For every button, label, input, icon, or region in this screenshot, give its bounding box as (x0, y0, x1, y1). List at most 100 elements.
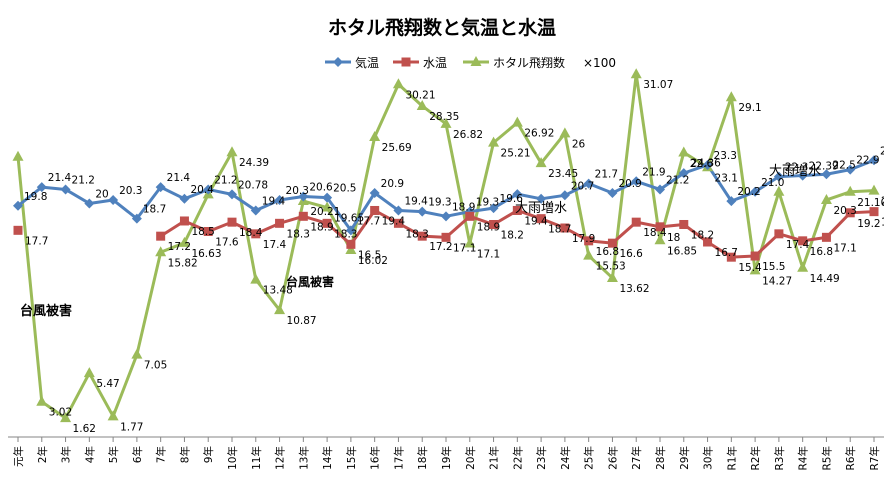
chart-title: ホタル飛翔数と気温と水温 (328, 16, 556, 39)
series-markers (12, 68, 880, 423)
series-marker (702, 159, 713, 170)
annotation-typhoon-1: 台風被害 (20, 303, 72, 319)
x-tick-label: R7年 (868, 446, 881, 470)
data-label: 21.2 (666, 174, 689, 186)
series-marker (392, 78, 404, 89)
data-label: 26.92 (524, 128, 554, 140)
x-tick-label: 7年 (155, 446, 168, 463)
series-marker (298, 191, 309, 202)
series-marker (36, 395, 48, 406)
series-marker (275, 218, 285, 228)
annotation-typhoon-2: 台風被害 (286, 274, 334, 289)
series-marker (820, 193, 832, 204)
series-marker (584, 236, 594, 246)
data-label: 18.5 (191, 226, 214, 238)
data-label: 16.7 (715, 247, 738, 259)
data-label: 21.4 (167, 172, 191, 184)
x-tick-label: 28年 (654, 446, 667, 470)
series-marker (131, 213, 142, 224)
data-label: 17.1 (453, 242, 476, 254)
x-tick-label: R4年 (797, 446, 810, 470)
data-label: 20.9 (618, 178, 641, 190)
x-tick-label: 3年 (60, 446, 73, 463)
series-marker (512, 205, 522, 215)
data-label: 25.21 (501, 148, 531, 160)
data-label: 16.02 (358, 255, 388, 267)
series-marker (417, 231, 427, 241)
series-marker (84, 198, 95, 209)
x-tick-label: 27年 (630, 446, 643, 470)
data-label: 20.21 (310, 206, 340, 218)
data-label: 18.9 (310, 221, 333, 233)
series-marker (345, 225, 356, 236)
data-label: 19.8 (24, 191, 47, 203)
series-marker (631, 176, 642, 187)
data-label: 18.4 (239, 227, 263, 239)
data-label: 19.3 (881, 217, 884, 229)
data-label: 17.7 (25, 235, 48, 247)
x-tick-label: 19年 (440, 446, 453, 470)
data-label: 19.6 (500, 193, 524, 205)
series-marker (869, 155, 879, 166)
series-marker (155, 182, 166, 193)
series-marker (298, 211, 308, 221)
data-label: 17.6 (215, 236, 239, 248)
series-marker (560, 223, 570, 233)
data-label: 19.4 (262, 195, 286, 207)
series-marker (488, 203, 499, 214)
data-label: 23.3 (714, 150, 737, 162)
data-label: 16.85 (667, 245, 697, 257)
data-label: 18.3 (405, 228, 428, 240)
series-marker (536, 214, 546, 224)
x-tick-label: 24年 (559, 446, 572, 470)
series-marker (417, 206, 428, 217)
data-label: 15.5 (762, 261, 785, 273)
data-label: 18.2 (501, 229, 524, 241)
data-label: 18.4 (643, 227, 667, 239)
legend-swatch-marker (470, 56, 482, 66)
data-label: 31.07 (643, 79, 673, 91)
data-label: 21.1 (881, 196, 884, 208)
x-tick-label: 30年 (702, 446, 715, 470)
series-marker (821, 232, 831, 242)
series-marker (726, 252, 736, 262)
series-marker (512, 189, 523, 200)
data-label: 18.2 (691, 229, 714, 241)
x-tick-label: 5年 (107, 446, 120, 463)
data-label: 17.2 (168, 241, 191, 253)
series-marker (559, 190, 570, 201)
data-label: 18.9 (477, 221, 500, 233)
series-marker (322, 192, 333, 203)
series-marker (250, 273, 262, 284)
data-label: 13.62 (619, 283, 649, 295)
series-marker (607, 187, 618, 198)
data-label: 24.36 (691, 158, 721, 170)
x-tick-label: 11年 (250, 446, 263, 470)
data-label: 23.7 (880, 145, 884, 157)
series-marker (178, 236, 190, 247)
series-marker (607, 238, 617, 248)
data-label: 19.3 (476, 197, 499, 209)
data-label: 21.9 (642, 166, 665, 178)
series-marker (226, 146, 238, 157)
legend-swatch-marker (333, 57, 343, 67)
data-label: 17.4 (263, 239, 287, 251)
x-tick-label: 26年 (606, 446, 619, 470)
data-label: 5.47 (96, 378, 119, 390)
x-tick-label: R2年 (749, 446, 762, 470)
data-label: 19.4 (404, 195, 428, 207)
x-tick-label: 2年 (36, 446, 49, 463)
series-marker (155, 246, 167, 257)
series-marker (583, 249, 595, 260)
data-label: 21.2 (72, 174, 95, 186)
x-tick-label: 15年 (345, 446, 358, 470)
series-marker (60, 412, 72, 423)
series-marker (845, 164, 856, 175)
data-label: 20 (95, 188, 108, 200)
x-tick-label: 21年 (488, 446, 501, 470)
data-label: 19.3 (428, 197, 451, 209)
data-label: 18.9 (452, 201, 475, 213)
series-marker (869, 207, 879, 217)
data-label: 20.2 (737, 186, 760, 198)
series-marker (441, 211, 451, 222)
